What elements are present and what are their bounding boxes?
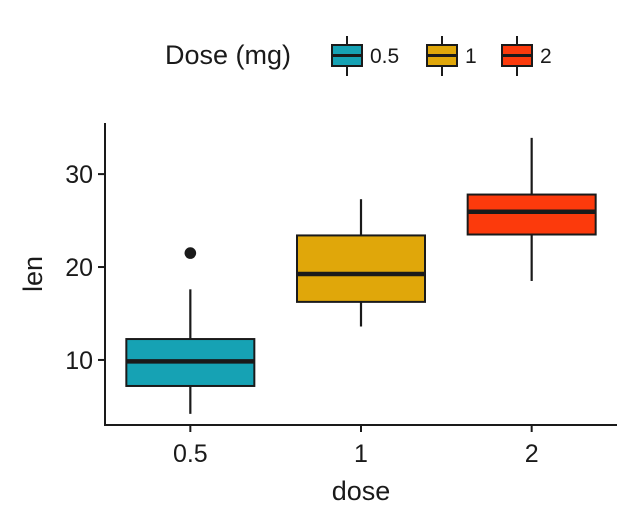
y-tick-label: 20 — [65, 254, 93, 282]
x-ticks: 0.5 1 2 — [173, 425, 539, 468]
legend-key — [426, 36, 458, 76]
box — [466, 193, 597, 236]
box-group-2 — [466, 137, 597, 281]
x-axis-title: dose — [332, 476, 391, 506]
legend-label: 2 — [540, 45, 552, 68]
legend-label: 0.5 — [370, 45, 399, 68]
y-ticks: 10 20 30 — [65, 161, 105, 375]
y-tick-label: 10 — [65, 347, 93, 375]
outlier-point — [184, 247, 197, 259]
legend-entry-1: 1 — [426, 36, 477, 76]
plot-area — [125, 137, 597, 414]
box — [296, 234, 426, 303]
axes: 10 20 30 0.5 1 2 — [65, 123, 617, 468]
legend-entries: 0.5 1 2 — [331, 36, 552, 76]
x-tick-label: 0.5 — [173, 440, 208, 468]
x-tick-label: 2 — [525, 440, 539, 468]
legend-key — [331, 36, 363, 76]
legend-entry-2: 2 — [501, 36, 552, 76]
y-tick-label: 30 — [65, 161, 93, 189]
box-group-1 — [296, 199, 426, 327]
legend-entry-0.5: 0.5 — [331, 36, 399, 76]
legend: Dose (mg) 0.5 1 2 — [165, 36, 552, 76]
box-group-0.5 — [125, 247, 256, 414]
y-axis-title: len — [18, 256, 48, 292]
x-tick-label: 1 — [354, 440, 368, 468]
legend-title: Dose (mg) — [165, 40, 291, 70]
legend-key — [501, 36, 533, 76]
legend-label: 1 — [465, 45, 477, 68]
